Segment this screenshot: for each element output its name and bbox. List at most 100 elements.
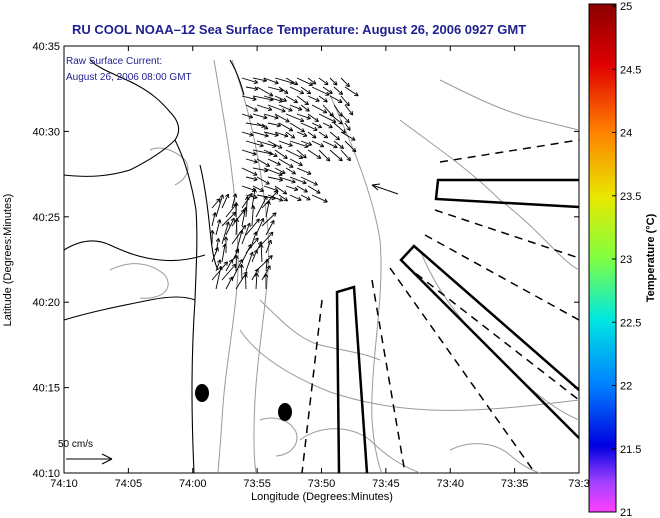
current-vector (318, 77, 329, 86)
current-vector (252, 113, 268, 120)
current-vector (261, 265, 271, 281)
current-vector (267, 194, 284, 202)
current-vector (209, 230, 215, 245)
current-vector (340, 77, 350, 88)
y-tick-label: 40:30 (32, 126, 60, 138)
current-vector (296, 149, 307, 159)
current-vector (300, 176, 318, 186)
current-vector (251, 231, 258, 245)
x-axis-label: Longitude (Degrees:Minutes) (251, 491, 393, 503)
current-vector (278, 140, 293, 147)
scale-label: 50 cm/s (58, 439, 93, 450)
current-vector (329, 149, 343, 162)
current-vector (245, 251, 254, 272)
current-vector (278, 86, 289, 94)
current-vector (256, 122, 269, 130)
current-vector (340, 149, 352, 162)
current-vector (245, 140, 264, 148)
current-vector (340, 95, 350, 107)
current-vector (263, 273, 269, 290)
current-vector (241, 131, 254, 137)
coastline (63, 59, 245, 474)
current-vector (234, 218, 240, 236)
current-vector (344, 140, 357, 153)
current-vector (241, 113, 254, 119)
current-vector (296, 185, 308, 193)
current-vector (333, 140, 344, 149)
current-vector (307, 149, 322, 159)
current-vector (300, 140, 313, 147)
current-vector (300, 194, 311, 201)
colorbar-tick-label: 21 (620, 507, 632, 518)
colorbar-tick-label: 23 (620, 254, 632, 266)
current-vector (241, 207, 248, 227)
current-vector (289, 158, 303, 166)
current-vector (215, 265, 223, 290)
current-vector (245, 104, 259, 112)
current-vector (289, 176, 307, 185)
scale-arrow (66, 453, 113, 465)
current-vector (261, 231, 274, 245)
current-vector (311, 86, 330, 96)
current-vector (221, 193, 230, 209)
current-vector (245, 176, 258, 182)
current-vector (344, 122, 351, 131)
current-vector (285, 185, 299, 192)
current-vector (256, 104, 273, 112)
y-tick-label: 40:15 (32, 383, 60, 395)
current-vector (296, 113, 311, 120)
current-vector (274, 185, 288, 195)
current-vector (278, 194, 289, 202)
colorbar-tick-label: 21.5 (620, 444, 641, 456)
y-tick-label: 40:25 (32, 212, 60, 224)
current-vector (256, 86, 274, 97)
current-vector (289, 86, 305, 95)
current-vector (285, 95, 298, 104)
current-vector (211, 247, 219, 263)
sector-outlines (335, 178, 580, 474)
x-tick-label: 73:3 (568, 478, 589, 490)
current-vector (251, 188, 257, 209)
current-vector (267, 104, 286, 113)
current-vector (307, 131, 317, 139)
current-vector (289, 104, 303, 111)
current-vector (344, 86, 359, 97)
x-axis-ticks: 74:10 74:05 74:00 73:55 73:50 73:45 73:40 73:35… (50, 46, 590, 490)
current-vector (274, 131, 289, 138)
current-vector (241, 95, 257, 102)
radial-dashed-lines (301, 139, 580, 474)
current-vector (267, 176, 284, 182)
current-vector (289, 122, 305, 133)
current-vector (211, 198, 221, 209)
current-vector (254, 272, 260, 290)
y-tick-label: 40:10 (32, 468, 60, 480)
current-vector (241, 167, 258, 176)
current-vector (265, 200, 271, 218)
current-vector (340, 113, 350, 124)
current-vector (251, 268, 259, 281)
station-dot (195, 384, 209, 402)
current-vector (285, 167, 296, 175)
current-vector (265, 239, 272, 254)
current-vector (318, 113, 337, 123)
current-vector (221, 263, 237, 281)
current-vector (211, 212, 217, 227)
current-vector (311, 104, 328, 114)
current-vector (340, 131, 356, 141)
current-vector (241, 222, 251, 245)
current-vector (252, 77, 267, 83)
current-vector (318, 95, 328, 103)
x-tick-label: 73:35 (501, 478, 529, 490)
current-vector (233, 202, 239, 218)
current-vector (263, 131, 279, 137)
current-vector (241, 243, 252, 263)
x-tick-label: 74:05 (115, 478, 143, 490)
current-vector (261, 190, 279, 209)
current-vector (252, 185, 264, 192)
current-vector (263, 77, 279, 85)
current-vector (215, 194, 225, 218)
current-vector (296, 131, 308, 137)
current-vector (235, 229, 244, 254)
current-vector (285, 131, 296, 139)
